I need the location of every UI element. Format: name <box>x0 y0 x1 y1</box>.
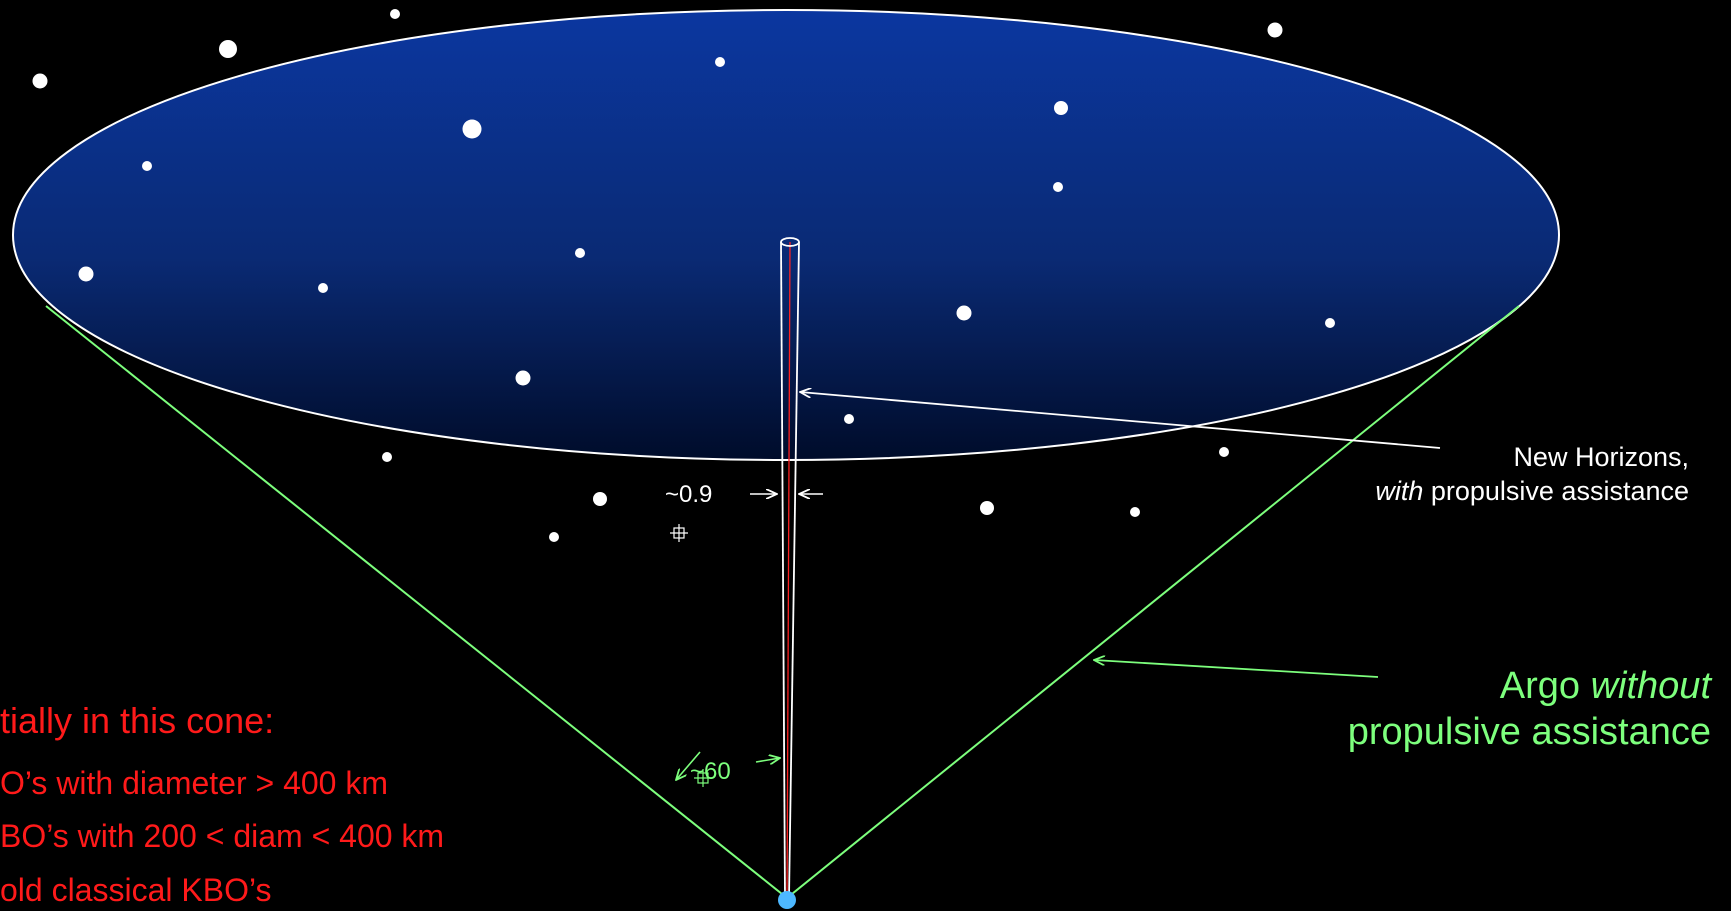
argo-label-italic: without <box>1590 665 1711 707</box>
star <box>515 370 531 386</box>
argo-label-line2: propulsive assistance <box>1347 711 1711 753</box>
star <box>549 532 559 542</box>
origin-spacecraft-dot <box>778 891 796 909</box>
nh-beam-left-edge <box>780 241 786 899</box>
nh-beam-cap <box>780 237 800 247</box>
new-horizons-label-line2: with propulsive assistance <box>1375 474 1689 508</box>
star <box>1053 182 1063 192</box>
foreground-stars <box>382 447 1229 542</box>
argo-cone-left-edge <box>45 305 788 899</box>
star <box>1219 447 1229 457</box>
star <box>32 73 48 89</box>
argo-label: Argo without propulsive assistance <box>1348 663 1711 755</box>
ellipse-stars <box>78 57 1335 424</box>
cone-contents-item: O’s with diameter > 400 km <box>0 765 389 801</box>
star <box>78 266 94 282</box>
new-horizons-label-italic: with <box>1375 476 1424 506</box>
background-stars <box>32 9 1283 89</box>
star <box>1130 507 1140 517</box>
argo-label-plain: Argo <box>1499 665 1591 707</box>
star <box>575 248 585 258</box>
star <box>1054 101 1068 115</box>
star <box>715 57 725 67</box>
argo-label-line1: Argo without <box>1348 663 1711 709</box>
crosshair-icon <box>670 524 688 542</box>
new-horizons-label-rest: propulsive assistance <box>1423 476 1689 506</box>
star <box>318 283 328 293</box>
star <box>462 119 482 139</box>
narrow-angle-label: ~0.9 <box>665 481 713 508</box>
cone-contents-item: BO’s with 200 < diam < 400 km <box>0 818 445 854</box>
argo-cone-right-edge <box>786 305 1520 899</box>
crosshair-icon <box>694 769 712 787</box>
star <box>593 492 607 506</box>
star <box>980 501 994 515</box>
star <box>382 452 392 462</box>
star <box>956 305 972 321</box>
star <box>1267 22 1283 38</box>
star <box>390 9 400 19</box>
new-horizons-label-line1: New Horizons, <box>1513 442 1689 472</box>
nh-beam-axis <box>786 241 791 899</box>
cone-contents-title: tially in this cone: <box>0 700 275 741</box>
nh-pointer-arrow <box>800 392 1441 449</box>
nh-beam-right-edge <box>788 241 800 899</box>
wide-angle-arrow-right <box>755 758 780 762</box>
cone-contents-item: old classical KBO’s <box>0 872 272 908</box>
star <box>142 161 152 171</box>
star <box>1325 318 1335 328</box>
argo-pointer-arrow <box>1094 660 1379 678</box>
star <box>219 40 237 58</box>
sky-ellipse <box>12 9 1560 461</box>
wide-angle-arrow-left <box>676 751 701 780</box>
new-horizons-label: New Horizons, with propulsive assistance <box>1375 440 1689 508</box>
wide-angle-label: ~60 <box>690 758 731 785</box>
star <box>844 414 854 424</box>
